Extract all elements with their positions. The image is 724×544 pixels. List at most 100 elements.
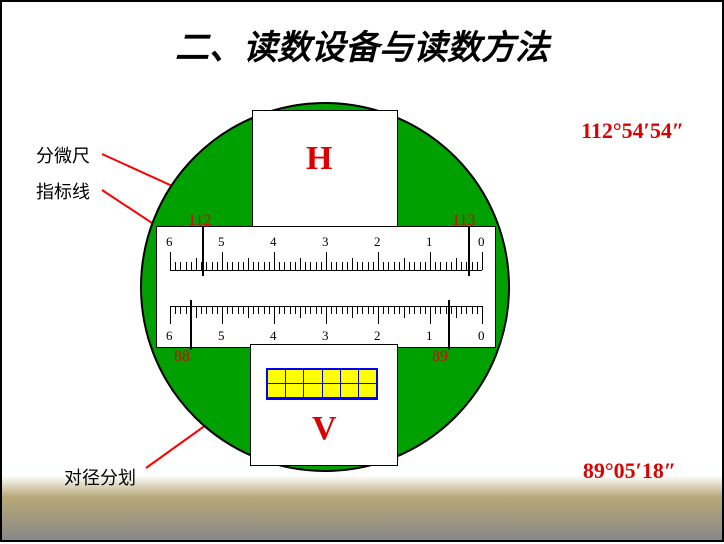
tick-minor	[269, 262, 270, 270]
tick-minor	[284, 306, 285, 314]
grid-cell	[323, 370, 341, 384]
grid-cell	[268, 370, 286, 384]
tick-minor	[316, 306, 317, 314]
tick-minor	[388, 262, 389, 270]
tick-minor	[279, 262, 280, 270]
tick-minor	[269, 306, 270, 314]
tick-minor	[243, 262, 244, 270]
tick-minor	[420, 262, 421, 270]
tick-minor	[388, 306, 389, 314]
tick-minor	[180, 262, 181, 270]
tick-minor	[196, 258, 197, 270]
tick-minor	[461, 262, 462, 270]
tick-minor	[472, 262, 473, 270]
tick-minor	[414, 306, 415, 314]
tick-minor	[248, 258, 249, 270]
tick-minor	[186, 306, 187, 314]
tick-minor	[212, 306, 213, 314]
tick-minor	[362, 262, 363, 270]
tick-minor	[253, 306, 254, 314]
tick-minor	[347, 306, 348, 314]
tick-minor	[336, 306, 337, 314]
main-v-right: 89	[432, 348, 448, 366]
tick-label: 2	[374, 234, 381, 250]
tick-label: 1	[426, 234, 433, 250]
tick-minor	[217, 262, 218, 270]
tick-minor	[238, 306, 239, 314]
tick-minor	[316, 262, 317, 270]
tick-minor	[238, 262, 239, 270]
tick-minor	[409, 262, 410, 270]
tick-major	[222, 306, 223, 324]
tick-minor	[191, 262, 192, 270]
tick-minor	[331, 262, 332, 270]
tick-minor	[440, 306, 441, 314]
tick-minor	[425, 262, 426, 270]
tick-major	[222, 252, 223, 270]
tick-minor	[264, 262, 265, 270]
tick-label: 5	[218, 234, 225, 250]
tick-minor	[342, 306, 343, 314]
tick-label: 3	[322, 328, 329, 344]
tick-label: 6	[166, 234, 173, 250]
tick-minor	[196, 306, 197, 318]
tick-minor	[201, 262, 202, 270]
tick-minor	[368, 262, 369, 270]
tick-minor	[264, 306, 265, 314]
tick-minor	[477, 306, 478, 314]
tick-minor	[472, 306, 473, 314]
scale-baseline	[170, 270, 482, 271]
tick-minor	[451, 306, 452, 314]
tick-minor	[456, 306, 457, 318]
tick-label: 6	[166, 328, 173, 344]
tick-minor	[310, 306, 311, 314]
slide: 二、读数设备与读数方法 112°54′54″ 89°05′18″ 分微尺 指标线…	[0, 0, 724, 542]
tick-minor	[175, 262, 176, 270]
main-h-right: 113	[452, 212, 475, 230]
tick-label: 0	[478, 234, 485, 250]
micrometer-scale-h: 6543210	[170, 230, 482, 274]
tick-minor	[180, 306, 181, 314]
tick-minor	[461, 306, 462, 314]
tick-label: 5	[218, 328, 225, 344]
tick-minor	[435, 262, 436, 270]
tick-minor	[300, 258, 301, 270]
grid-row	[268, 370, 376, 384]
tick-minor	[321, 262, 322, 270]
tick-minor	[394, 262, 395, 270]
tick-major	[378, 252, 379, 270]
tick-minor	[227, 262, 228, 270]
reading-h-value: 112°54′54″	[581, 118, 684, 144]
tick-minor	[310, 262, 311, 270]
tick-minor	[227, 306, 228, 314]
tick-minor	[420, 306, 421, 314]
tick-label: 0	[478, 328, 485, 344]
tick-minor	[357, 262, 358, 270]
tick-minor	[321, 306, 322, 314]
grid-cell	[323, 384, 341, 398]
tick-minor	[336, 262, 337, 270]
grid-cell	[359, 384, 376, 398]
grid-cell	[304, 370, 322, 384]
letter-v: V	[312, 410, 337, 448]
reading-circle: H V 112 113 88 89 6543210 6543210	[140, 102, 510, 472]
grid-cell	[304, 384, 322, 398]
main-h-left: 112	[188, 212, 211, 230]
grid-cell	[286, 384, 304, 398]
tick-minor	[383, 262, 384, 270]
reading-v-value: 89°05′18″	[583, 458, 676, 484]
tick-label: 1	[426, 328, 433, 344]
tick-minor	[347, 262, 348, 270]
tick-minor	[404, 258, 405, 270]
label-zhibiao: 指标线	[36, 178, 90, 204]
tick-major	[170, 252, 171, 270]
tick-minor	[212, 262, 213, 270]
tick-minor	[295, 262, 296, 270]
tick-minor	[357, 306, 358, 314]
grid-cell	[286, 370, 304, 384]
tick-minor	[466, 262, 467, 270]
tick-minor	[305, 262, 306, 270]
tick-label: 4	[270, 234, 277, 250]
tick-major	[326, 252, 327, 270]
tick-minor	[383, 306, 384, 314]
